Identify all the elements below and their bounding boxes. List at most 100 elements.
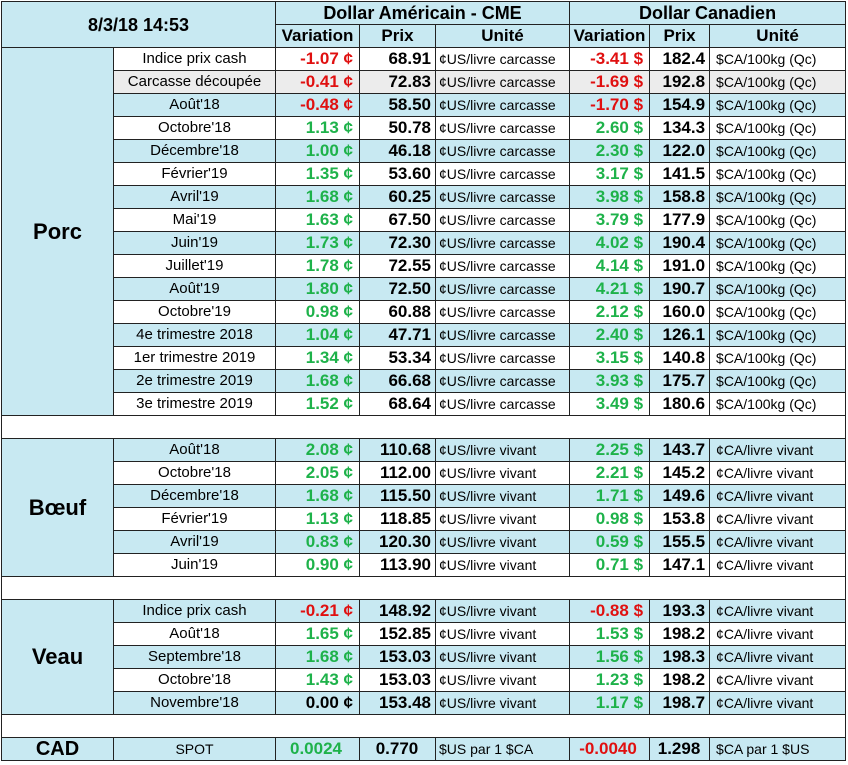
contract-name: Août'19 xyxy=(113,277,276,301)
us-prix-header: Prix xyxy=(359,24,436,48)
contract-name: Août'18 xyxy=(113,93,276,117)
ca-unite: $CA/100kg (Qc) xyxy=(709,70,847,94)
us-unite: ¢US/livre vivant xyxy=(434,668,571,692)
ca-prix: 192.8 xyxy=(649,70,711,94)
us-variation: 1.13 ¢ xyxy=(275,116,360,140)
us-variation: 1.68 ¢ xyxy=(275,185,360,209)
us-prix: 110.68 xyxy=(359,438,436,462)
ca-prix: 140.8 xyxy=(649,346,711,370)
ca-variation: 3.93 $ xyxy=(569,369,651,393)
ca-unite: $CA/100kg (Qc) xyxy=(709,392,847,416)
ca-unite: $CA/100kg (Qc) xyxy=(709,369,847,393)
ca-prix: 122.0 xyxy=(649,139,711,163)
us-prix: 152.85 xyxy=(359,622,436,646)
ca-variation: -1.69 $ xyxy=(569,70,651,94)
table-row: Août'19 1.80 ¢ 72.50 ¢US/livre carcasse 4.21… xyxy=(2,277,847,301)
us-unite: ¢US/livre carcasse xyxy=(434,231,571,255)
table-row: Octobre'19 0.98 ¢ 60.88 ¢US/livre carcasse 2… xyxy=(2,300,847,324)
us-unite: ¢US/livre vivant xyxy=(434,645,571,669)
cad-us-prix: 0.770 xyxy=(359,737,436,761)
contract-name: Décembre'18 xyxy=(113,139,276,163)
ca-unite: $CA/100kg (Qc) xyxy=(709,139,847,163)
us-prix: 72.55 xyxy=(359,254,436,278)
ca-prix: 198.2 xyxy=(649,622,711,646)
spot-label: SPOT xyxy=(113,737,276,761)
spacer-row-2 xyxy=(0,576,847,600)
us-unite: ¢US/livre vivant xyxy=(434,599,571,623)
ca-prix: 145.2 xyxy=(649,461,711,485)
table-row: Bœuf Août'18 2.08 ¢ 110.68 ¢US/livre vivant 2… xyxy=(1,438,847,577)
table-row: Avril'19 0.83 ¢ 120.30 ¢US/livre vivant 0.59… xyxy=(2,530,847,554)
ca-variation: 3.17 $ xyxy=(569,162,651,186)
us-prix: 66.68 xyxy=(359,369,436,393)
us-variation: -0.48 ¢ xyxy=(275,93,360,117)
ca-prix-header: Prix xyxy=(649,24,711,48)
contract-name: Février'19 xyxy=(113,507,276,531)
cad-ca-variation: -0.0040 xyxy=(569,737,651,761)
ca-variation: 1.17 $ xyxy=(569,691,651,715)
us-prix: 68.64 xyxy=(359,392,436,416)
ca-unite: $CA/100kg (Qc) xyxy=(709,231,847,255)
us-unite: ¢US/livre carcasse xyxy=(434,185,571,209)
table-row: Octobre'18 2.05 ¢ 112.00 ¢US/livre vivant 2.… xyxy=(2,461,847,485)
section-spacer xyxy=(0,415,847,439)
ca-prix: 134.3 xyxy=(649,116,711,140)
us-variation: 0.00 ¢ xyxy=(275,691,360,715)
contract-name: Mai'19 xyxy=(113,208,276,232)
ca-variation: 3.15 $ xyxy=(569,346,651,370)
ca-prix: 147.1 xyxy=(649,553,711,577)
spacer-row-1 xyxy=(0,415,847,439)
us-prix: 148.92 xyxy=(359,599,436,623)
ca-prix: 160.0 xyxy=(649,300,711,324)
ca-variation: 1.23 $ xyxy=(569,668,651,692)
us-variation: 1.78 ¢ xyxy=(275,254,360,278)
ca-prix: 198.2 xyxy=(649,668,711,692)
boeuf-group-label: Bœuf xyxy=(1,438,114,577)
veau-group-label: Veau xyxy=(1,599,114,715)
contract-name: Carcasse découpée xyxy=(113,70,276,94)
ca-variation: 2.21 $ xyxy=(569,461,651,485)
ca-variation: 2.25 $ xyxy=(569,438,651,462)
ca-prix: 180.6 xyxy=(649,392,711,416)
table-row: Octobre'18 1.43 ¢ 153.03 ¢US/livre vivant 1.… xyxy=(2,668,847,692)
contract-name: Novembre'18 xyxy=(113,691,276,715)
cad-ca-unite: $CA par 1 $US xyxy=(709,737,847,761)
us-unite: ¢US/livre carcasse xyxy=(434,346,571,370)
ca-variation: 2.30 $ xyxy=(569,139,651,163)
contract-name: Juin'19 xyxy=(113,231,276,255)
us-variation: 1.68 ¢ xyxy=(275,645,360,669)
ca-prix: 198.3 xyxy=(649,645,711,669)
ca-unite: ¢CA/livre vivant xyxy=(709,622,847,646)
us-variation-header: Variation xyxy=(275,24,360,48)
table-row: Décembre'18 1.00 ¢ 46.18 ¢US/livre carcasse… xyxy=(2,139,847,163)
table-row: Juin'19 0.90 ¢ 113.90 ¢US/livre vivant 0.71 … xyxy=(2,553,847,577)
ca-prix: 126.1 xyxy=(649,323,711,347)
us-prix: 153.48 xyxy=(359,691,436,715)
us-variation: 1.00 ¢ xyxy=(275,139,360,163)
us-prix: 153.03 xyxy=(359,645,436,669)
table-row: Août'18 1.65 ¢ 152.85 ¢US/livre vivant 1.53 … xyxy=(2,622,847,646)
ca-variation-header: Variation xyxy=(569,24,651,48)
contract-name: Avril'19 xyxy=(113,530,276,554)
contract-name: Octobre'18 xyxy=(113,461,276,485)
us-variation: -1.07 ¢ xyxy=(275,47,360,71)
us-prix: 53.60 xyxy=(359,162,436,186)
ca-unite: $CA/100kg (Qc) xyxy=(709,47,847,71)
us-unite: ¢US/livre carcasse xyxy=(434,116,571,140)
us-prix: 115.50 xyxy=(359,484,436,508)
ca-prix: 141.5 xyxy=(649,162,711,186)
table-row: Février'19 1.35 ¢ 53.60 ¢US/livre carcasse 3… xyxy=(2,162,847,186)
us-variation: -0.41 ¢ xyxy=(275,70,360,94)
us-variation: 1.13 ¢ xyxy=(275,507,360,531)
ca-prix: 158.8 xyxy=(649,185,711,209)
section-spacer xyxy=(0,714,847,738)
us-variation: 1.68 ¢ xyxy=(275,369,360,393)
us-unite: ¢US/livre carcasse xyxy=(434,139,571,163)
table-row: Septembre'18 1.68 ¢ 153.03 ¢US/livre vivant… xyxy=(2,645,847,669)
ca-variation: 4.14 $ xyxy=(569,254,651,278)
us-unite: ¢US/livre vivant xyxy=(434,438,571,462)
us-prix: 112.00 xyxy=(359,461,436,485)
ca-prix: 177.9 xyxy=(649,208,711,232)
ca-prix: 198.7 xyxy=(649,691,711,715)
table-row: Avril'19 1.68 ¢ 60.25 ¢US/livre carcasse 3.9… xyxy=(2,185,847,209)
